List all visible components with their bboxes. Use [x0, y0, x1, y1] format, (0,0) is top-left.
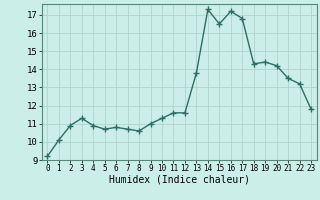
X-axis label: Humidex (Indice chaleur): Humidex (Indice chaleur) — [109, 175, 250, 185]
